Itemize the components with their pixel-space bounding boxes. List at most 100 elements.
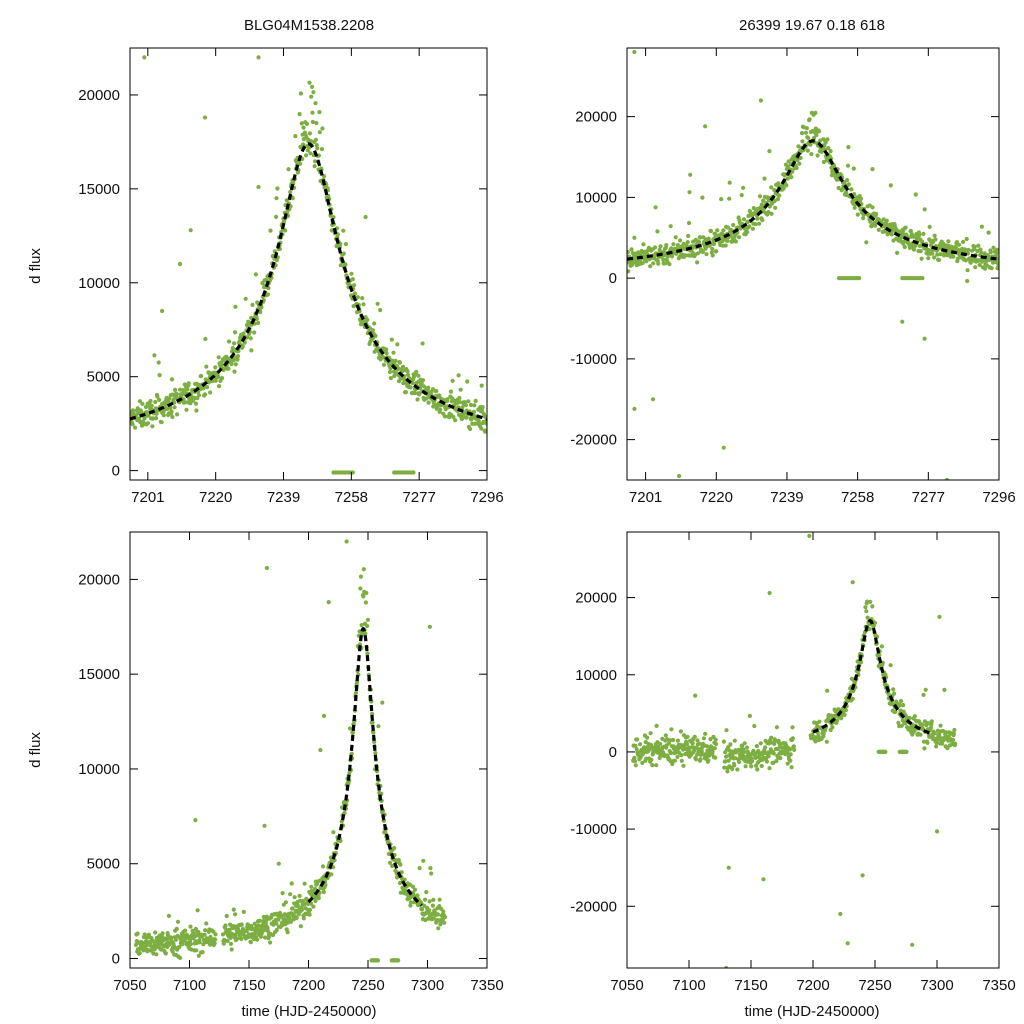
data-point <box>877 653 882 658</box>
data-point <box>384 347 389 352</box>
data-point <box>148 398 153 404</box>
data-point <box>202 932 207 937</box>
x-tick-label: 7201 <box>131 489 164 506</box>
data-point <box>857 276 862 281</box>
x-tick-label: 7239 <box>267 489 300 506</box>
data-point <box>295 903 301 908</box>
data-point <box>396 958 401 963</box>
data-point <box>384 351 389 356</box>
data-point <box>885 222 890 227</box>
data-point <box>264 918 269 923</box>
data-point <box>323 882 328 887</box>
y-tick-label: -20000 <box>570 432 617 449</box>
data-point <box>715 228 720 233</box>
data-point <box>256 320 261 326</box>
data-point <box>865 615 870 620</box>
data-point <box>891 687 896 692</box>
data-point <box>313 137 318 142</box>
data-point <box>933 237 938 242</box>
y-tick-label: 15000 <box>78 666 120 683</box>
data-point <box>988 250 993 255</box>
data-point <box>976 243 981 248</box>
data-point <box>819 149 824 154</box>
data-point <box>679 758 684 764</box>
data-point <box>249 923 254 929</box>
data-point <box>922 336 927 341</box>
data-point <box>355 295 360 300</box>
data-point <box>170 414 175 420</box>
data-point <box>899 723 904 728</box>
data-point <box>944 477 949 480</box>
x-tick-label: 7220 <box>199 489 232 506</box>
data-point <box>681 763 686 768</box>
data-point <box>860 873 865 878</box>
data-point <box>437 897 442 902</box>
data-point <box>932 233 937 238</box>
x-tick-label: 7050 <box>113 977 146 994</box>
data-point <box>726 865 731 870</box>
data-point <box>232 330 238 335</box>
data-point <box>160 308 165 314</box>
data-point <box>908 228 914 233</box>
data-point <box>769 735 774 740</box>
data-point <box>221 367 226 372</box>
data-point <box>698 757 703 762</box>
data-point <box>338 263 343 268</box>
data-point <box>633 743 638 748</box>
data-point <box>321 889 326 895</box>
data-point <box>845 941 850 946</box>
data-point <box>312 164 317 169</box>
data-point <box>144 410 149 415</box>
data-point <box>640 261 645 266</box>
data-point <box>755 216 760 221</box>
data-point <box>202 392 208 397</box>
data-point <box>648 731 653 736</box>
data-point <box>773 738 778 743</box>
data-point <box>135 406 140 411</box>
data-point <box>360 296 365 301</box>
data-point <box>657 247 662 252</box>
data-point <box>938 723 943 728</box>
x-tick-label: 7277 <box>402 489 435 506</box>
data-point <box>250 302 255 307</box>
data-point <box>934 829 940 834</box>
model-curve <box>130 142 487 421</box>
data-point <box>310 110 315 115</box>
data-point <box>811 135 817 141</box>
data-point <box>713 755 718 760</box>
data-point <box>256 184 261 190</box>
data-point <box>365 317 370 322</box>
data-point <box>150 424 155 429</box>
data-point <box>675 738 681 743</box>
data-point <box>289 881 294 886</box>
data-point <box>928 725 934 730</box>
y-tick-label: 5000 <box>87 856 120 873</box>
data-point <box>252 921 257 926</box>
data-point <box>442 914 448 920</box>
data-point <box>966 247 971 252</box>
data-point <box>785 750 790 755</box>
data-point <box>412 391 417 396</box>
data-point <box>722 765 727 770</box>
data-point <box>172 405 177 410</box>
data-point <box>920 722 925 727</box>
data-point <box>297 112 302 117</box>
data-point <box>864 240 869 245</box>
data-point <box>390 358 395 363</box>
data-point <box>671 242 676 247</box>
data-point <box>395 342 400 347</box>
data-point <box>451 414 456 420</box>
data-point <box>927 224 932 229</box>
data-point <box>175 919 181 924</box>
data-point <box>778 756 783 761</box>
data-point <box>401 381 406 386</box>
y-tick-label: -20000 <box>570 898 617 915</box>
data-point <box>775 746 780 752</box>
data-point <box>813 110 818 115</box>
data-point <box>937 614 942 620</box>
data-point <box>713 231 718 237</box>
data-point <box>301 125 306 130</box>
data-point <box>938 252 943 257</box>
data-point <box>233 362 238 367</box>
data-point <box>700 249 706 254</box>
